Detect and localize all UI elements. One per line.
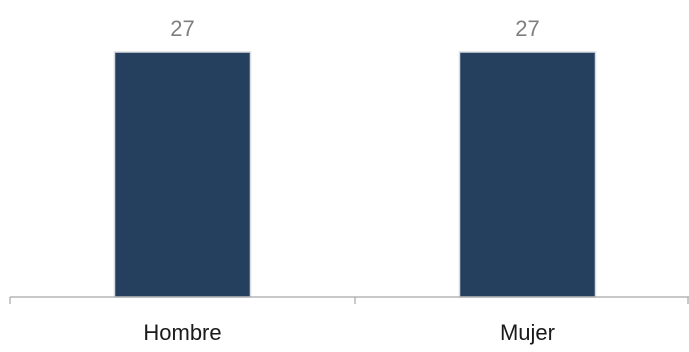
bar-hombre xyxy=(113,51,252,298)
x-axis xyxy=(9,296,689,304)
labels-layer: 27 Hombre 27 Mujer xyxy=(143,16,555,345)
data-label-hombre: 27 xyxy=(170,16,194,41)
data-label-mujer: 27 xyxy=(515,16,539,41)
bars-layer xyxy=(113,51,597,298)
tick-label-hombre: Hombre xyxy=(143,320,221,345)
bar-mujer xyxy=(458,51,597,298)
tick-label-mujer: Mujer xyxy=(500,320,555,345)
